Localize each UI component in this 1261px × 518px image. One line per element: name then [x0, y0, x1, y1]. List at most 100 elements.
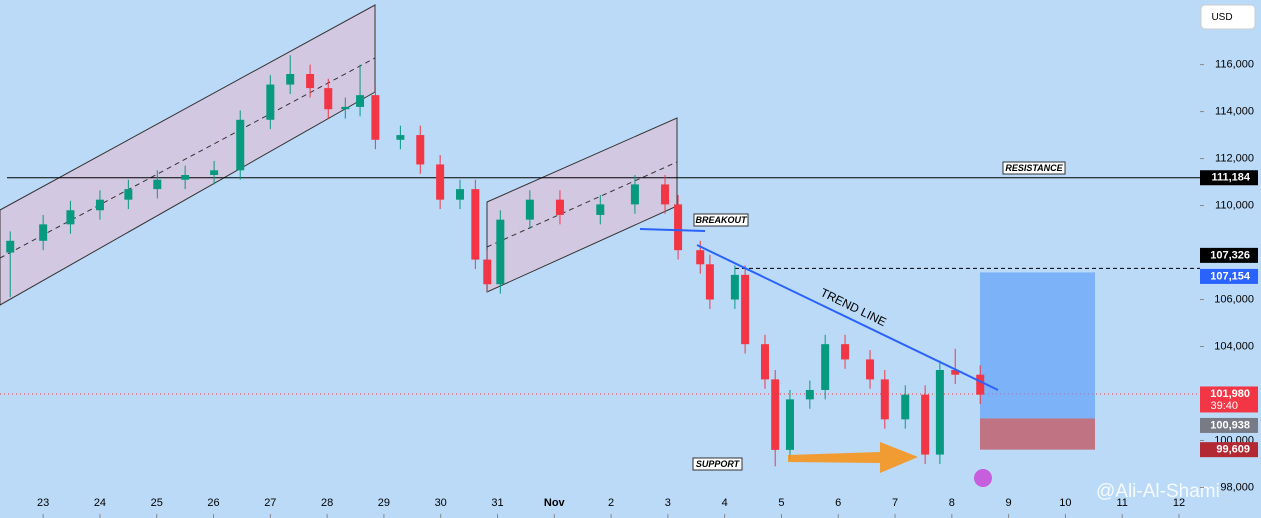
candle-body [921, 394, 930, 455]
candle-body [866, 359, 875, 380]
candle-body [66, 210, 75, 225]
candle-body [124, 189, 133, 200]
channel-midline [486, 161, 678, 248]
x-tick-label: 23 [37, 497, 49, 509]
x-tick-label: 29 [378, 497, 390, 509]
candle-body [555, 199, 564, 215]
candle-body [356, 95, 365, 107]
candle-body [951, 370, 960, 375]
x-tick-label: 30 [435, 497, 447, 509]
x-tick-label: 11 [1116, 497, 1127, 509]
candle-body [785, 399, 794, 450]
y-tick-label: 106,000 [1214, 293, 1254, 305]
y-tick-label: 114,000 [1215, 105, 1254, 117]
x-tick-label: 7 [892, 497, 898, 509]
candle-body [821, 344, 830, 390]
price-tag [1200, 417, 1258, 433]
candle-body [324, 88, 333, 110]
y-tick-label: 112,000 [1215, 152, 1254, 164]
logo [974, 469, 992, 487]
stop-zone [980, 418, 1095, 450]
candle-body [266, 84, 275, 120]
candle-body [935, 370, 944, 455]
annotation: RESISTANCE [1005, 163, 1063, 173]
annotation: SUPPORT [696, 459, 741, 469]
candle-body [456, 189, 465, 200]
breakout-line [639, 228, 706, 232]
y-tick-label: 98,000 [1220, 481, 1254, 493]
channel [0, 4, 376, 306]
x-tick-label: Nov [544, 497, 566, 509]
arrow [788, 442, 918, 473]
x-tick-label: 12 [1173, 497, 1185, 509]
price-tag-label: 107,326 [1210, 249, 1250, 261]
candle-body [805, 389, 814, 400]
candle-body [286, 74, 295, 85]
price-tag [1200, 442, 1258, 458]
candle-body [396, 135, 405, 140]
x-tick-label: 31 [491, 497, 503, 509]
candle-body [705, 264, 714, 300]
annotation-box [693, 213, 749, 227]
candle-body [901, 394, 910, 420]
x-tick-label: 6 [835, 497, 841, 509]
price-tag-label: 101,980 [1210, 388, 1250, 400]
watermark: @Ali-Al-Shami [1096, 481, 1220, 502]
candle-body [976, 374, 985, 395]
price-tag [1200, 268, 1258, 284]
candle-body [760, 344, 769, 380]
y-tick-label: 104,000 [1214, 340, 1254, 352]
x-tick-label: 24 [94, 497, 106, 509]
annotation-box [692, 457, 743, 471]
x-tick-label: 28 [321, 497, 333, 509]
candle-body [674, 204, 683, 251]
trend-line [696, 244, 999, 391]
candle-body [841, 344, 850, 360]
x-tick-label: 4 [722, 497, 728, 509]
candle-body [153, 179, 162, 190]
candle-body [496, 219, 505, 285]
y-tick-label: 110,000 [1215, 199, 1254, 211]
price-tag-label: 99,609 [1216, 444, 1250, 456]
candle-body [483, 259, 492, 285]
candle-body [730, 274, 739, 300]
annotation: TREND LINE [818, 285, 888, 329]
target-zone [980, 272, 1095, 419]
x-tick-label: 8 [949, 497, 955, 509]
price-tag [1200, 386, 1258, 413]
candle-body [696, 250, 705, 265]
x-tick-label: 3 [665, 497, 671, 509]
candle-body [236, 119, 245, 171]
candle-body [6, 240, 15, 253]
candle-body [416, 135, 425, 165]
x-tick-label: 2 [608, 497, 614, 509]
x-tick-label: 25 [151, 497, 163, 509]
price-tag-label: 107,154 [1210, 270, 1251, 282]
annotation: BREAKOUT [696, 215, 749, 225]
candle-body [436, 164, 445, 200]
x-tick-label: 10 [1059, 497, 1071, 509]
price-tag-label: 100,938 [1210, 419, 1250, 431]
candle-body [661, 184, 670, 205]
candle-body [741, 274, 750, 345]
price-tag-label: 111,184 [1211, 172, 1250, 184]
countdown: 39:40 [1210, 400, 1238, 412]
candle-body [181, 175, 190, 180]
candle-body [95, 199, 104, 211]
candle-body [630, 184, 639, 205]
price-tag [1200, 247, 1258, 263]
candle-body [210, 170, 219, 176]
y-tick-label: 116,000 [1215, 59, 1254, 71]
x-tick-label: 5 [778, 497, 784, 509]
annotation-box [1002, 161, 1066, 175]
candle-body [341, 106, 350, 110]
currency-box[interactable] [1200, 4, 1256, 30]
candle-body [471, 189, 480, 260]
candle-body [596, 204, 605, 215]
candle-body [39, 224, 48, 241]
x-tick-label: 26 [207, 497, 219, 509]
price-tag [1200, 170, 1258, 186]
x-tick-label: 27 [264, 497, 276, 509]
